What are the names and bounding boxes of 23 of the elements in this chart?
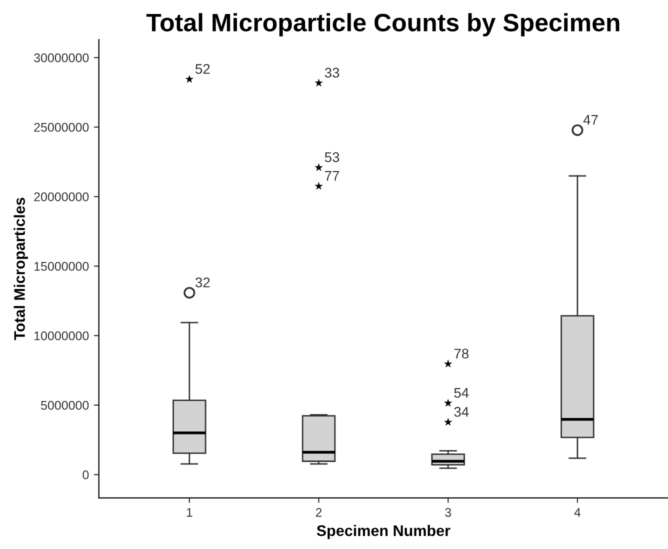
y-tick-label: 10000000 <box>34 331 89 340</box>
x-tick-label: 3 <box>445 508 452 517</box>
annotation: 34 <box>454 406 469 417</box>
y-tick-label: 20000000 <box>34 192 89 202</box>
x-tick-label: 2 <box>316 508 322 517</box>
y-tick-label: 0 <box>82 470 89 480</box>
annotation: 54 <box>454 388 469 398</box>
annotation: 53 <box>324 152 340 162</box>
annotation: 77 <box>325 171 340 181</box>
annotation: 78 <box>454 348 469 359</box>
annotation: 52 <box>196 64 210 74</box>
y-tick-label: 25000000 <box>34 122 89 132</box>
annotation: 47 <box>583 115 598 125</box>
x-tick-label: 4 <box>574 508 581 517</box>
y-tick-label: 5000000 <box>40 400 89 410</box>
y-tick-label: 30000000 <box>34 53 89 62</box>
annotation: 32 <box>195 278 210 288</box>
chart-title: Total Microparticle Counts by Specimen <box>146 13 620 36</box>
annotation: 33 <box>324 68 340 78</box>
y-tick-label: 15000000 <box>34 262 89 271</box>
x-axis-title: Specimen Number <box>316 524 450 540</box>
x-tick-label: 1 <box>186 508 192 517</box>
y-axis-title: Total Microparticles <box>14 198 28 340</box>
